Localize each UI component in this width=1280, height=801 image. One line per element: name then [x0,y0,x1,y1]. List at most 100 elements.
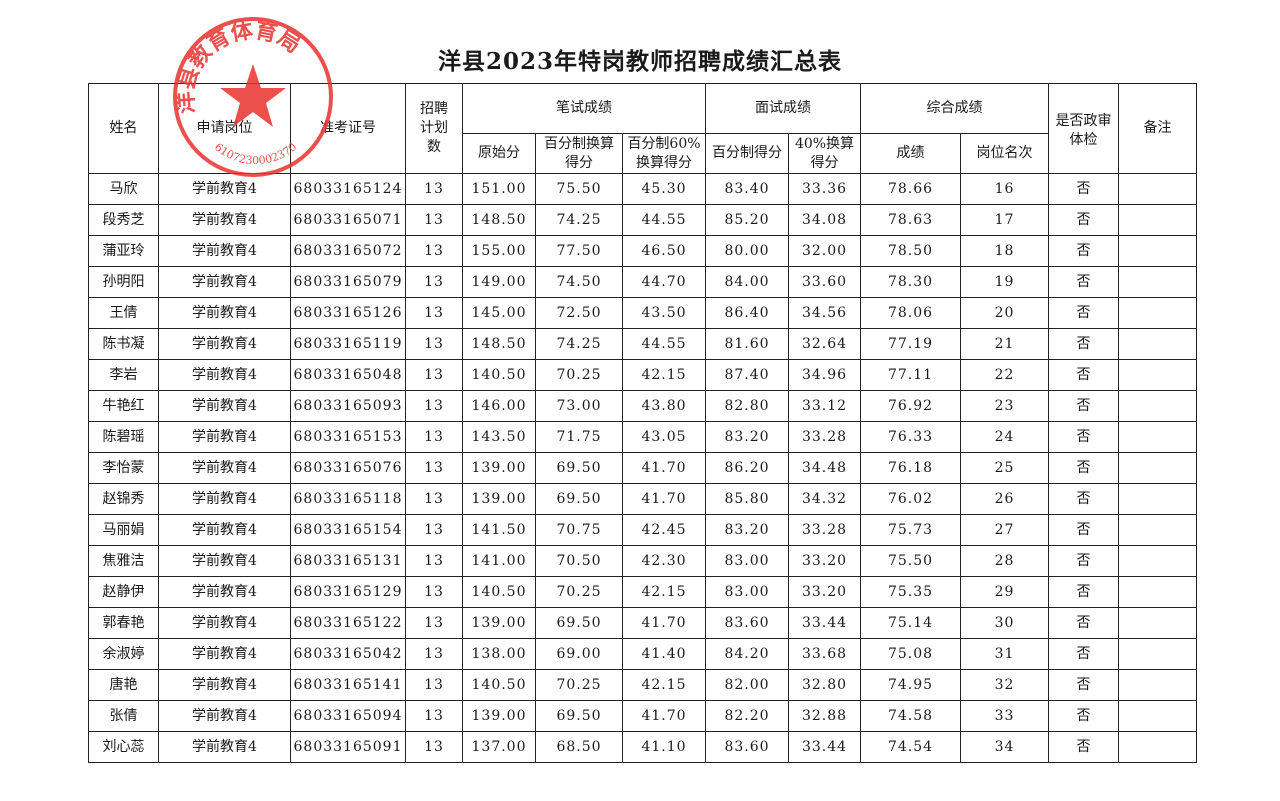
cell-exam-id: 68033165141 [290,669,406,701]
cell-pct: 74.25 [535,328,623,360]
cell-int-pct: 84.00 [705,266,789,298]
cell-int-pct: 82.80 [705,390,789,422]
cell-int40: 32.88 [788,700,861,732]
cell-exam-id: 68033165119 [290,328,406,360]
cell-rank: 30 [960,607,1049,639]
header-plan: 招聘计划数 [405,83,463,174]
cell-rank: 28 [960,545,1049,577]
cell-check: 否 [1048,700,1119,732]
cell-pct60: 42.15 [622,576,706,608]
cell-name: 唐艳 [88,669,159,701]
cell-int40: 34.08 [788,204,861,236]
cell-score: 74.54 [860,731,961,763]
table-row: 马欣 学前教育4 68033165124 13 151.00 75.50 45.30 83.4… [88,173,1197,205]
table-row: 陈碧瑶 学前教育4 68033165153 13 143.50 71.75 43.05 83.… [88,421,1197,453]
cell-name: 赵静伊 [88,576,159,608]
cell-note [1118,297,1197,329]
cell-name: 段秀芝 [88,204,159,236]
cell-exam-id: 68033165091 [290,731,406,763]
cell-plan: 13 [405,204,463,236]
cell-score: 76.18 [860,452,961,484]
cell-exam-id: 68033165094 [290,700,406,732]
cell-pct: 68.50 [535,731,623,763]
cell-pct: 69.00 [535,638,623,670]
cell-rank: 21 [960,328,1049,360]
cell-int-pct: 80.00 [705,235,789,267]
cell-plan: 13 [405,452,463,484]
cell-int-pct: 81.60 [705,328,789,360]
cell-raw: 141.50 [462,514,536,546]
table-row: 牛艳红 学前教育4 68033165093 13 146.00 73.00 43.80 82.… [88,390,1197,422]
cell-int40: 33.44 [788,607,861,639]
cell-pct60: 41.70 [622,483,706,515]
cell-int-pct: 83.20 [705,514,789,546]
cell-rank: 31 [960,638,1049,670]
cell-raw: 145.00 [462,297,536,329]
cell-check: 否 [1048,390,1119,422]
cell-position: 学前教育4 [158,235,291,267]
cell-check: 否 [1048,514,1119,546]
table-row: 刘心蕊 学前教育4 68033165091 13 137.00 68.50 41.10 83.… [88,731,1197,763]
cell-note [1118,359,1197,391]
cell-rank: 17 [960,204,1049,236]
cell-name: 张倩 [88,700,159,732]
cell-rank: 27 [960,514,1049,546]
header-exam-id: 准考证号 [290,83,406,174]
cell-note [1118,173,1197,205]
cell-exam-id: 68033165093 [290,390,406,422]
cell-check: 否 [1048,452,1119,484]
cell-exam-id: 68033165072 [290,235,406,267]
cell-score: 75.08 [860,638,961,670]
cell-rank: 25 [960,452,1049,484]
cell-note [1118,700,1197,732]
cell-pct: 75.50 [535,173,623,205]
cell-rank: 18 [960,235,1049,267]
cell-note [1118,390,1197,422]
cell-pct60: 45.30 [622,173,706,205]
cell-int40: 33.20 [788,576,861,608]
cell-int40: 33.28 [788,514,861,546]
cell-pct: 71.75 [535,421,623,453]
cell-plan: 13 [405,173,463,205]
cell-rank: 16 [960,173,1049,205]
cell-position: 学前教育4 [158,266,291,298]
cell-score: 74.58 [860,700,961,732]
cell-name: 余淑婷 [88,638,159,670]
cell-note [1118,669,1197,701]
cell-rank: 32 [960,669,1049,701]
cell-int-pct: 85.20 [705,204,789,236]
table-row: 马丽娟 学前教育4 68033165154 13 141.50 70.75 42.45 83.… [88,514,1197,546]
cell-exam-id: 68033165079 [290,266,406,298]
header-check-text: 是否政审体检 [1055,113,1112,148]
cell-rank: 23 [960,390,1049,422]
table-row: 李怡蒙 学前教育4 68033165076 13 139.00 69.50 41.70 86.… [88,452,1197,484]
cell-position: 学前教育4 [158,328,291,360]
table-row: 李岩 学前教育4 68033165048 13 140.50 70.25 42.15 87.4… [88,359,1197,391]
cell-exam-id: 68033165122 [290,607,406,639]
cell-int-pct: 83.20 [705,421,789,453]
cell-name: 陈碧瑶 [88,421,159,453]
cell-rank: 24 [960,421,1049,453]
cell-pct60: 41.70 [622,607,706,639]
cell-position: 学前教育4 [158,514,291,546]
cell-rank: 22 [960,359,1049,391]
cell-note [1118,514,1197,546]
cell-raw: 148.50 [462,204,536,236]
table-row: 张倩 学前教育4 68033165094 13 139.00 69.50 41.70 82.2… [88,700,1197,732]
cell-position: 学前教育4 [158,700,291,732]
cell-name: 王倩 [88,297,159,329]
cell-int-pct: 83.00 [705,576,789,608]
cell-name: 陈书凝 [88,328,159,360]
cell-score: 76.33 [860,421,961,453]
table-row: 孙明阳 学前教育4 68033165079 13 149.00 74.50 44.70 84.… [88,266,1197,298]
cell-check: 否 [1048,576,1119,608]
cell-plan: 13 [405,638,463,670]
cell-int-pct: 87.40 [705,359,789,391]
cell-exam-id: 68033165124 [290,173,406,205]
cell-exam-id: 68033165154 [290,514,406,546]
cell-exam-id: 68033165042 [290,638,406,670]
cell-score: 77.11 [860,359,961,391]
cell-raw: 139.00 [462,700,536,732]
scores-table: 姓名 申请岗位 准考证号 招聘计划数 笔试成绩 面试成绩 综合成绩 是否政审体检… [88,83,1197,763]
cell-pct: 73.00 [535,390,623,422]
